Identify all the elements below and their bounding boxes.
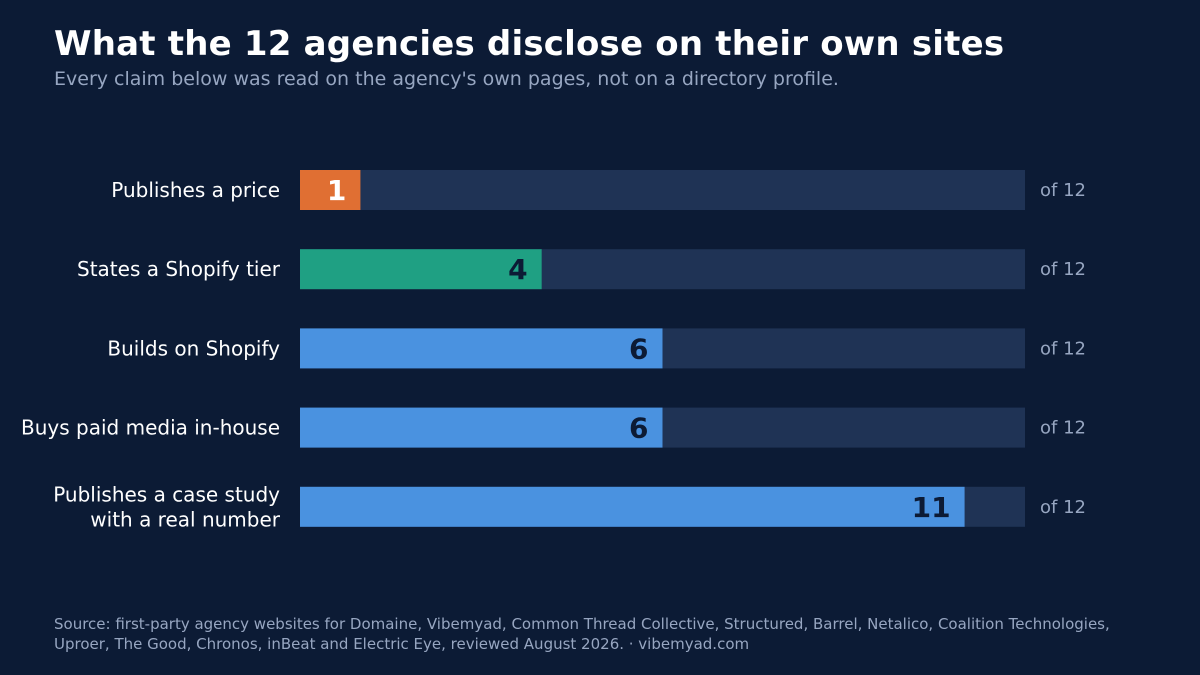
bar-row: 11 of 12 Publishes a case study with a real…: [53, 482, 1086, 531]
bar-value-label: 6: [629, 332, 648, 365]
source-note: Source: first-party agency websites for …: [54, 615, 1110, 653]
total-label: of 12: [1040, 418, 1086, 439]
category-label: Publishes a case study with a real number: [53, 482, 281, 531]
bar-row: 1 of 12 Publishes a price: [111, 170, 1086, 210]
bar-value-label: 6: [629, 412, 648, 445]
category-label: States a Shopify tier: [77, 257, 281, 281]
total-label: of 12: [1040, 497, 1086, 518]
bar-row: 6 of 12 Buys paid media in-house: [21, 407, 1086, 448]
bar-value-label: 11: [912, 491, 951, 524]
chart-subtitle: Every claim below was read on the agency…: [54, 68, 839, 90]
bar-row: 4 of 12 States a Shopify tier: [77, 249, 1086, 290]
category-label: Buys paid media in-house: [21, 416, 280, 440]
bar: [300, 486, 965, 527]
bar-track: [300, 170, 1025, 210]
category-label: Publishes a price: [111, 178, 280, 202]
total-label: of 12: [1040, 259, 1086, 280]
category-label: Builds on Shopify: [107, 336, 280, 360]
bar-row: 6 of 12 Builds on Shopify: [107, 328, 1086, 369]
bar-value-label: 1: [327, 174, 346, 207]
chart-title: What the 12 agencies disclose on their o…: [54, 24, 1005, 64]
total-label: of 12: [1040, 338, 1086, 359]
bar: [300, 407, 663, 448]
bar: [300, 328, 663, 369]
bar: [300, 249, 542, 290]
bar: [300, 170, 361, 210]
total-label: of 12: [1040, 180, 1086, 201]
bar-value-label: 4: [508, 253, 527, 286]
